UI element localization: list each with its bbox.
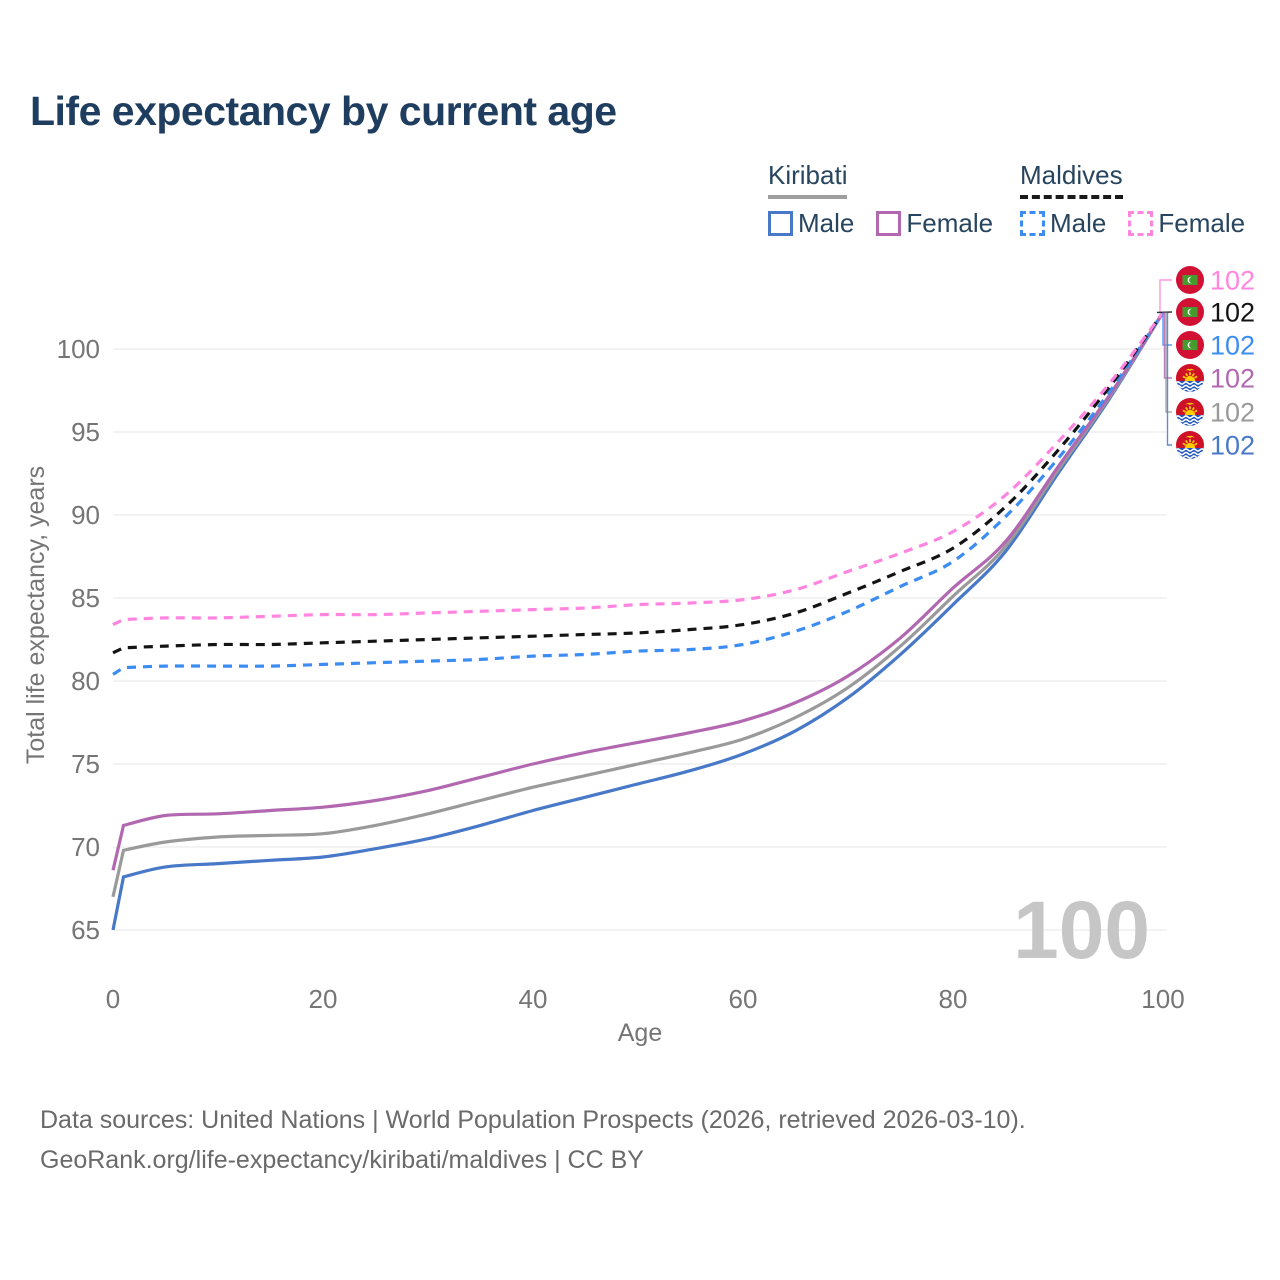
leader-line-kiribati-female (1163, 312, 1172, 379)
legend-country-kiribati: Kiribati (768, 160, 848, 199)
leader-line-maldives-male (1162, 312, 1172, 346)
watermark-age-counter: 100 (1013, 885, 1150, 976)
legend-group-maldives: Maldives Male Female (1020, 160, 1245, 239)
end-value-label-maldives: 102 (1210, 298, 1255, 328)
footer-attribution: GeoRank.org/life-expectancy/kiribati/mal… (40, 1146, 644, 1174)
y-tick-label-90: 90 (71, 500, 100, 530)
y-tick-label-80: 80 (71, 666, 100, 696)
x-tick-label-80: 80 (939, 984, 968, 1014)
series-layer (111, 311, 1165, 931)
series-line-kiribati-female (111, 311, 1165, 871)
page-title: Life expectancy by current age (30, 88, 617, 134)
x-tick-label-60: 60 (729, 984, 758, 1014)
maldives-female-swatch-icon[interactable] (1128, 211, 1154, 236)
x-axis-title: Age (618, 1019, 662, 1047)
maldives-flag-icon (1176, 266, 1204, 294)
end-value-label-kiribati: 102 (1210, 398, 1255, 428)
x-tick-label-0: 0 (106, 984, 120, 1014)
kiribati-flag-icon (1176, 398, 1204, 426)
legend-item-label: Male (1050, 208, 1107, 238)
kiribati-flag-icon (1176, 431, 1204, 459)
legend-item-label: Male (798, 208, 855, 238)
legend-country-maldives: Maldives (1020, 160, 1123, 199)
x-tick-label-40: 40 (519, 984, 548, 1014)
legend-item-maldives-female[interactable]: Female (1128, 208, 1245, 239)
x-tick-label-20: 20 (309, 984, 338, 1014)
series-line-kiribati-male (111, 311, 1165, 931)
legend-item-kiribati-female[interactable]: Female (876, 208, 993, 239)
y-tick-label-65: 65 (71, 915, 100, 945)
leader-line-maldives (1156, 311, 1173, 314)
legend-item-kiribati-male[interactable]: Male (768, 208, 854, 239)
kiribati-male-swatch-icon[interactable] (768, 211, 793, 236)
x-tick-label-100: 100 (1141, 984, 1184, 1014)
end-value-label-maldives-male: 102 (1210, 331, 1255, 361)
chart-plot: 65 70 75 80 85 90 95 100 0 20 40 60 80 100 100 Age To… (22, 266, 1255, 1048)
end-value-label-maldives-female: 102 (1210, 266, 1255, 296)
legend-item-maldives-male[interactable]: Male (1020, 208, 1106, 239)
legend-item-label: Female (906, 208, 994, 238)
y-axis-title: Total life expectancy, years (22, 466, 50, 764)
maldives-flag-icon (1176, 298, 1204, 326)
end-value-label-kiribati-female: 102 (1210, 364, 1255, 394)
leader-line-kiribati-male (1166, 312, 1172, 446)
y-tick-label-100: 100 (57, 334, 100, 364)
series-line-maldives (112, 311, 1165, 655)
y-tick-label-75: 75 (71, 749, 100, 779)
legend: Kiribati Male Female Maldives Male (0, 160, 1280, 240)
kiribati-flag-icon (1176, 364, 1204, 392)
y-tick-label-85: 85 (71, 583, 100, 613)
legend-group-kiribati: Kiribati Male Female (768, 160, 993, 239)
series-line-maldives-male (112, 311, 1165, 676)
maldives-male-swatch-icon[interactable] (1020, 211, 1045, 236)
series-line-maldives-female (112, 311, 1165, 627)
series-line-kiribati (111, 311, 1165, 898)
legend-item-label: Female (1158, 208, 1246, 238)
maldives-flag-icon (1176, 331, 1204, 359)
footer-sources: Data sources: United Nations | World Pop… (40, 1106, 1026, 1134)
leader-line-maldives-female (1159, 279, 1172, 313)
y-tick-label-95: 95 (71, 417, 100, 447)
y-tick-label-70: 70 (71, 832, 100, 862)
leader-line-kiribati (1165, 312, 1172, 413)
kiribati-female-swatch-icon[interactable] (876, 211, 902, 236)
end-value-label-kiribati-male: 102 (1210, 431, 1255, 461)
gridlines-layer: 65 70 75 80 85 90 95 100 0 20 40 60 80 100 (57, 334, 1185, 1014)
